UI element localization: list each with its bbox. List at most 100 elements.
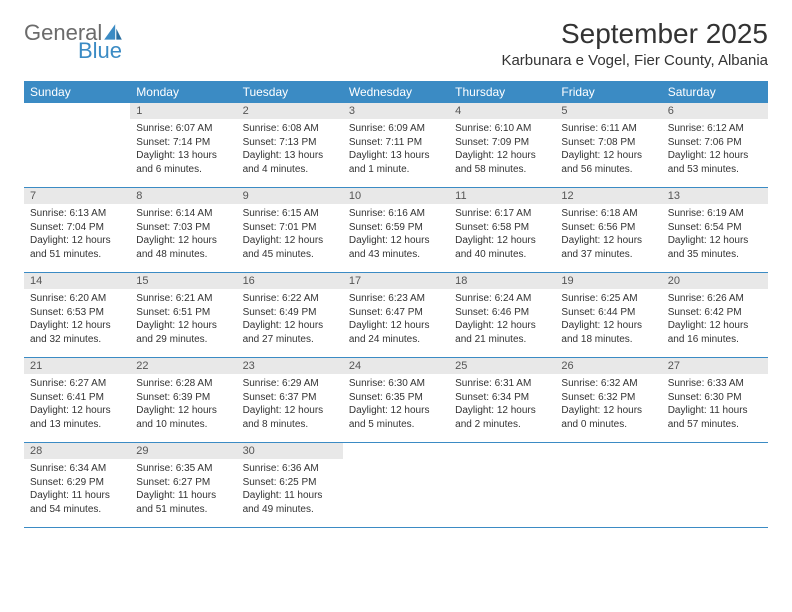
day-number: 16 (237, 273, 343, 289)
day-cell: 26 Sunrise: 6:32 AMSunset: 6:32 PMDayligh… (555, 358, 661, 442)
day-details: Sunrise: 6:11 AMSunset: 7:08 PMDaylight:… (561, 122, 655, 176)
day-details: Sunrise: 6:18 AMSunset: 6:56 PMDaylight:… (561, 207, 655, 261)
day-details: Sunrise: 6:09 AMSunset: 7:11 PMDaylight:… (349, 122, 443, 176)
day-number: 21 (24, 358, 130, 374)
day-cell: 15 Sunrise: 6:21 AMSunset: 6:51 PMDayligh… (130, 273, 236, 357)
day-details: Sunrise: 6:29 AMSunset: 6:37 PMDaylight:… (243, 377, 337, 431)
weekday-header: Monday (130, 81, 236, 103)
day-number: 30 (237, 443, 343, 459)
day-number: 4 (449, 103, 555, 119)
weekday-header: Saturday (662, 81, 768, 103)
day-cell: 13 Sunrise: 6:19 AMSunset: 6:54 PMDayligh… (662, 188, 768, 272)
day-cell: 9 Sunrise: 6:15 AMSunset: 7:01 PMDaylight… (237, 188, 343, 272)
day-cell: 28Sunrise: 6:34 AMSunset: 6:29 PMDayligh… (24, 443, 130, 527)
day-details: Sunrise: 6:10 AMSunset: 7:09 PMDaylight:… (455, 122, 549, 176)
day-cell: 2Sunrise: 6:08 AMSunset: 7:13 PMDaylight… (237, 103, 343, 187)
day-details: Sunrise: 6:08 AMSunset: 7:13 PMDaylight:… (243, 122, 337, 176)
day-number: 14 (24, 273, 130, 289)
day-cell: 7 Sunrise: 6:13 AMSunset: 7:04 PMDaylight… (24, 188, 130, 272)
logo: GeneralBlue (24, 18, 124, 62)
day-cell: 24 Sunrise: 6:30 AMSunset: 6:35 PMDayligh… (343, 358, 449, 442)
day-details: Sunrise: 6:15 AMSunset: 7:01 PMDaylight:… (243, 207, 337, 261)
day-details: Sunrise: 6:22 AMSunset: 6:49 PMDaylight:… (243, 292, 337, 346)
weekday-header-row: SundayMondayTuesdayWednesdayThursdayFrid… (24, 81, 768, 103)
day-number: 17 (343, 273, 449, 289)
weeks-container: 1Sunrise: 6:07 AMSunset: 7:14 PMDaylight… (24, 103, 768, 528)
title-block: September 2025 Karbunara e Vogel, Fier C… (501, 18, 768, 69)
day-details: Sunrise: 6:23 AMSunset: 6:47 PMDaylight:… (349, 292, 443, 346)
day-cell (555, 443, 661, 527)
day-cell: 6 Sunrise: 6:12 AMSunset: 7:06 PMDaylight… (662, 103, 768, 187)
week-row: 28Sunrise: 6:34 AMSunset: 6:29 PMDayligh… (24, 443, 768, 528)
weekday-header: Friday (555, 81, 661, 103)
week-row: 21 Sunrise: 6:27 AMSunset: 6:41 PMDayligh… (24, 358, 768, 443)
day-details: Sunrise: 6:12 AMSunset: 7:06 PMDaylight:… (668, 122, 762, 176)
day-cell (24, 103, 130, 187)
week-row: 7 Sunrise: 6:13 AMSunset: 7:04 PMDaylight… (24, 188, 768, 273)
day-cell: 3 Sunrise: 6:09 AMSunset: 7:11 PMDaylight… (343, 103, 449, 187)
day-number: 19 (555, 273, 661, 289)
day-number: 9 (237, 188, 343, 204)
day-cell: 8 Sunrise: 6:14 AMSunset: 7:03 PMDaylight… (130, 188, 236, 272)
day-cell: 4 Sunrise: 6:10 AMSunset: 7:09 PMDaylight… (449, 103, 555, 187)
day-number: 26 (555, 358, 661, 374)
day-details: Sunrise: 6:27 AMSunset: 6:41 PMDaylight:… (30, 377, 124, 431)
day-number: 5 (555, 103, 661, 119)
day-details: Sunrise: 6:35 AMSunset: 6:27 PMDaylight:… (136, 462, 230, 516)
day-cell: 17 Sunrise: 6:23 AMSunset: 6:47 PMDayligh… (343, 273, 449, 357)
day-number: 1 (130, 103, 236, 119)
day-number: 18 (449, 273, 555, 289)
weekday-header: Wednesday (343, 81, 449, 103)
day-number: 23 (237, 358, 343, 374)
day-details: Sunrise: 6:28 AMSunset: 6:39 PMDaylight:… (136, 377, 230, 431)
day-cell: 12 Sunrise: 6:18 AMSunset: 6:56 PMDayligh… (555, 188, 661, 272)
week-row: 1Sunrise: 6:07 AMSunset: 7:14 PMDaylight… (24, 103, 768, 188)
day-details: Sunrise: 6:13 AMSunset: 7:04 PMDaylight:… (30, 207, 124, 261)
day-number: 11 (449, 188, 555, 204)
day-details: Sunrise: 6:20 AMSunset: 6:53 PMDaylight:… (30, 292, 124, 346)
day-details: Sunrise: 6:36 AMSunset: 6:25 PMDaylight:… (243, 462, 337, 516)
day-details: Sunrise: 6:21 AMSunset: 6:51 PMDaylight:… (136, 292, 230, 346)
day-cell: 11 Sunrise: 6:17 AMSunset: 6:58 PMDayligh… (449, 188, 555, 272)
day-cell: 25Sunrise: 6:31 AMSunset: 6:34 PMDayligh… (449, 358, 555, 442)
day-details: Sunrise: 6:30 AMSunset: 6:35 PMDaylight:… (349, 377, 443, 431)
day-number: 10 (343, 188, 449, 204)
day-number: 24 (343, 358, 449, 374)
week-row: 14 Sunrise: 6:20 AMSunset: 6:53 PMDayligh… (24, 273, 768, 358)
day-cell: 23 Sunrise: 6:29 AMSunset: 6:37 PMDayligh… (237, 358, 343, 442)
day-number: 29 (130, 443, 236, 459)
day-details: Sunrise: 6:32 AMSunset: 6:32 PMDaylight:… (561, 377, 655, 431)
day-number: 8 (130, 188, 236, 204)
header: GeneralBlue September 2025 Karbunara e V… (24, 18, 768, 69)
day-details: Sunrise: 6:19 AMSunset: 6:54 PMDaylight:… (668, 207, 762, 261)
day-number: 13 (662, 188, 768, 204)
day-details: Sunrise: 6:31 AMSunset: 6:34 PMDaylight:… (455, 377, 549, 431)
day-number: 3 (343, 103, 449, 119)
day-cell: 1Sunrise: 6:07 AMSunset: 7:14 PMDaylight… (130, 103, 236, 187)
day-cell: 27 Sunrise: 6:33 AMSunset: 6:30 PMDayligh… (662, 358, 768, 442)
day-cell: 21 Sunrise: 6:27 AMSunset: 6:41 PMDayligh… (24, 358, 130, 442)
calendar-grid: SundayMondayTuesdayWednesdayThursdayFrid… (24, 81, 768, 528)
day-cell: 22Sunrise: 6:28 AMSunset: 6:39 PMDayligh… (130, 358, 236, 442)
weekday-header: Tuesday (237, 81, 343, 103)
day-details: Sunrise: 6:25 AMSunset: 6:44 PMDaylight:… (561, 292, 655, 346)
day-details: Sunrise: 6:24 AMSunset: 6:46 PMDaylight:… (455, 292, 549, 346)
day-number: 15 (130, 273, 236, 289)
day-number: 27 (662, 358, 768, 374)
day-details: Sunrise: 6:17 AMSunset: 6:58 PMDaylight:… (455, 207, 549, 261)
day-number: 12 (555, 188, 661, 204)
day-details: Sunrise: 6:16 AMSunset: 6:59 PMDaylight:… (349, 207, 443, 261)
logo-text-blue: Blue (78, 40, 124, 62)
day-number: 7 (24, 188, 130, 204)
day-details: Sunrise: 6:14 AMSunset: 7:03 PMDaylight:… (136, 207, 230, 261)
day-cell: 20Sunrise: 6:26 AMSunset: 6:42 PMDayligh… (662, 273, 768, 357)
day-cell: 5 Sunrise: 6:11 AMSunset: 7:08 PMDaylight… (555, 103, 661, 187)
month-title: September 2025 (501, 18, 768, 50)
day-cell: 30 Sunrise: 6:36 AMSunset: 6:25 PMDayligh… (237, 443, 343, 527)
day-number: 6 (662, 103, 768, 119)
weekday-header: Sunday (24, 81, 130, 103)
day-details: Sunrise: 6:33 AMSunset: 6:30 PMDaylight:… (668, 377, 762, 431)
day-number: 28 (24, 443, 130, 459)
day-number: 20 (662, 273, 768, 289)
day-cell: 19 Sunrise: 6:25 AMSunset: 6:44 PMDayligh… (555, 273, 661, 357)
